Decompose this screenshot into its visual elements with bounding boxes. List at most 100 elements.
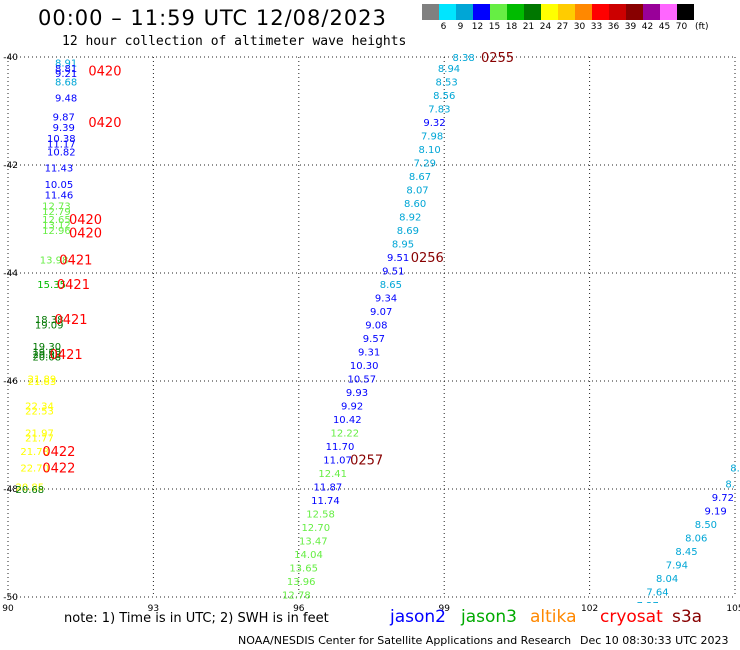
wave-height-value: 15.35 [37,280,66,291]
wave-height-value: 7.29 [414,158,436,169]
wave-height-value: 20.85 [15,482,44,493]
wave-height-value: 18.38 [35,315,64,326]
legend-swatch-label: 45 [658,22,671,32]
chart-subtitle: 12 hour collection of altimeter wave hei… [62,34,407,49]
legend-swatch [541,4,558,20]
footnote: note: 1) Time is in UTC; 2) SWH is in fe… [64,611,329,626]
wave-height-value: 12.70 [301,523,330,534]
wave-height-value: 8.81 [55,64,77,75]
pass-time-label: 0422 [42,461,75,476]
wave-height-value: 11.87 [314,482,343,493]
wave-height-value: 11.07 [323,455,352,466]
wave-height-value: 8.04 [656,574,678,585]
legend-swatch-label: 27 [556,22,569,32]
x-tick-label: 93 [148,604,159,614]
wave-height-value: 10.38 [47,134,76,145]
wave-height-value: 20.08 [32,353,61,364]
wave-height-value: 21.89 [28,374,57,385]
wave-height-value: 13.12 [42,220,71,231]
wave-height-value: 9.87 [53,112,75,123]
y-tick-label: -48 [3,485,18,495]
satellite-legend-item: s3a [672,607,703,627]
wave-height-value: 10.30 [350,361,379,372]
legend-swatch [660,4,677,20]
pass-time-label: 0257 [350,453,383,468]
wave-height-value: 9.51 [387,253,409,264]
x-tick-label: 102 [581,604,598,614]
pass-time-label: 0421 [57,278,90,293]
data-layer: 8.918.819.218.689.489.879.3910.3811.1710… [15,51,740,603]
wave-height-value: 7.83 [428,104,450,115]
wave-height-value: 9.34 [375,293,397,304]
pass-time-label: 0420 [88,116,121,131]
chart-title: 00:00 – 11:59 UTC 12/08/2023 [38,6,387,30]
wave-height-value: 12.96 [42,226,71,237]
wave-height-value: 22.34 [25,401,54,412]
wave-height-value: 13.65 [289,563,318,574]
wave-height-value: 22.53 [25,407,54,418]
wave-height-value: 9.48 [55,94,77,105]
wave-height-value: 14.04 [294,550,323,561]
wave-height-value: 21.97 [25,428,54,439]
legend-swatch-label: 9 [457,22,464,32]
satellite-legend-item: jason3 [461,607,517,627]
wave-height-value: 9.93 [346,388,368,399]
wave-height-value: 8.94 [438,64,460,75]
pass-time-label: 0421 [54,313,87,328]
wave-height-value: 19.09 [35,320,64,331]
legend-swatch-label: 6 [440,22,447,32]
wave-height-value: 8.45 [675,547,697,558]
legend-swatch-label: 30 [573,22,586,32]
legend-swatch-label: 70 [675,22,688,32]
wave-height-value: 8.68 [55,77,77,88]
legend-swatch [524,4,541,20]
wave-height-value: 10.05 [45,180,74,191]
satellite-legend-item: jason2 [390,607,446,627]
x-tick-label: 105 [726,604,740,614]
legend-swatch-label: 33 [590,22,603,32]
pass-time-label: 0422 [42,445,75,460]
wave-height-value: 8. [730,463,740,474]
legend-swatch-label: 39 [624,22,637,32]
wave-height-value: 10.82 [47,148,76,159]
pass-time-label: 0421 [59,254,92,269]
wave-height-value: 7.98 [421,131,443,142]
wave-height-value: 8.95 [392,239,414,250]
wave-height-value: 8.06 [685,534,707,545]
legend-swatch [473,4,490,20]
y-tick-label: -50 [3,593,18,603]
wave-height-value: 11.43 [45,164,74,175]
credit-text: NOAA/NESDIS Center for Satellite Applica… [238,634,572,647]
wave-height-value: 19.60 [32,347,61,358]
wave-height-value: 20.68 [15,485,44,496]
legend-swatch [575,4,592,20]
wave-height-value: 9.19 [704,507,726,518]
wave-height-value: 11.17 [47,139,76,150]
wave-height-value: 22.70 [20,463,49,474]
wave-height-value: 12.65 [42,215,71,226]
satellite-legend-item: altika [530,607,577,627]
timestamp-text: Dec 10 08:30:33 UTC 2023 [580,634,729,647]
wave-height-value: 19.30 [32,342,61,353]
legend-swatch [677,4,694,20]
pass-time-label: 0255 [481,51,514,66]
wave-height-value: 8.53 [435,77,457,88]
pass-time-label: 0420 [88,65,121,80]
legend-swatch [422,4,439,20]
legend-swatch-label: 42 [641,22,654,32]
wave-height-value: 8.67 [409,172,431,183]
wave-height-value: 9.39 [53,123,75,134]
legend-swatch [507,4,524,20]
y-tick-label: -46 [3,377,18,387]
wave-height-value: 10.42 [333,415,362,426]
pass-time-label: 0420 [69,213,102,228]
wave-height-value: 9.72 [712,493,734,504]
legend-swatch [558,4,575,20]
wave-height-value: 8.60 [404,199,426,210]
legend-swatch-label: 12 [471,22,484,32]
legend-swatch [456,4,473,20]
legend-swatch [592,4,609,20]
wave-height-value: 7.64 [646,588,668,599]
wave-height-value: 8.56 [433,91,455,102]
